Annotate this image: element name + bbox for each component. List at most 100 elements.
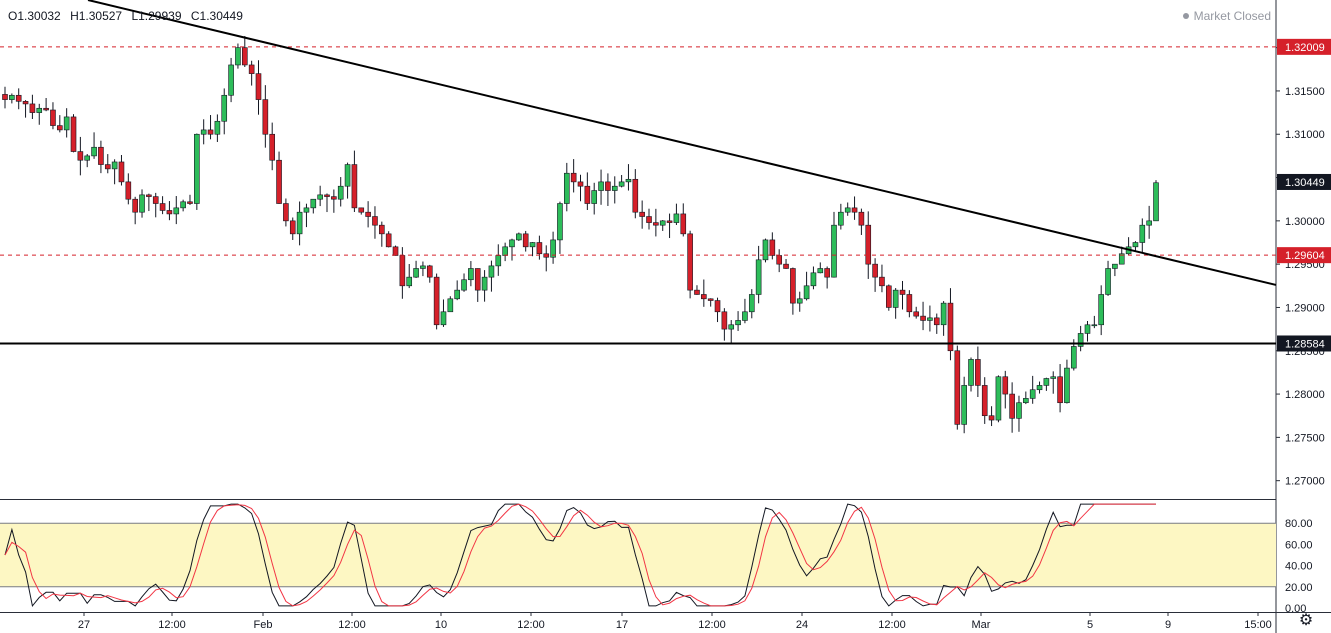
candle-down <box>426 265 433 278</box>
candle-up <box>968 359 974 386</box>
candle-up <box>468 268 474 281</box>
x-tick-label: 5 <box>1087 619 1093 631</box>
candle-down <box>269 133 275 161</box>
candle-down <box>653 222 659 226</box>
candle-up <box>1070 346 1077 369</box>
candle-up <box>557 203 563 241</box>
candle-up <box>831 224 837 278</box>
candle-up <box>461 279 467 291</box>
candle-down <box>707 298 714 301</box>
candle-down <box>1057 376 1063 404</box>
candle-down <box>913 311 920 317</box>
candle-up <box>440 311 447 326</box>
candle-up <box>194 133 200 204</box>
candle-down <box>824 268 830 278</box>
candle-down <box>50 109 56 126</box>
candle-up <box>447 298 454 313</box>
candle-down <box>851 207 858 213</box>
candle-up <box>728 324 735 330</box>
candle-up <box>481 276 488 291</box>
candle-down <box>694 289 700 295</box>
candle-up <box>296 211 303 235</box>
candle-down <box>392 246 399 256</box>
candle-up <box>337 185 344 200</box>
candle-up <box>735 320 741 326</box>
candle-up <box>755 259 762 295</box>
candle-up <box>1112 263 1118 269</box>
candle-up <box>742 311 748 321</box>
candle-down <box>187 201 193 204</box>
y-tick-label: 1.27500 <box>1285 432 1325 444</box>
candle-down <box>365 211 371 217</box>
candle-up <box>454 289 460 300</box>
candle-down <box>790 268 796 304</box>
market-status-text: Market Closed <box>1193 9 1271 23</box>
candle-down <box>132 198 138 213</box>
x-tick-label: Feb <box>254 619 273 631</box>
candle-down <box>605 181 611 191</box>
candle-up <box>838 211 844 226</box>
candle-up <box>1036 385 1043 391</box>
stoch-tick-label: 0.00 <box>1285 603 1306 615</box>
high-value: H1.30527 <box>70 9 123 23</box>
candle-up <box>1132 242 1139 248</box>
candle-up <box>36 107 43 113</box>
x-tick-label: 24 <box>796 619 808 631</box>
candle-up <box>317 194 323 200</box>
candle-down <box>522 233 529 248</box>
candle-up <box>1016 402 1022 419</box>
candle-down <box>981 385 988 417</box>
candle-down <box>906 294 913 313</box>
y-tick-label: 1.27000 <box>1285 476 1325 488</box>
close-value: C1.30449 <box>190 9 243 23</box>
candle-up <box>844 207 851 213</box>
candle-up <box>1139 224 1146 243</box>
candle-down <box>920 315 926 321</box>
candles <box>2 36 1159 434</box>
candle-up <box>618 181 625 187</box>
open-value: O1.30032 <box>8 9 61 23</box>
candle-down <box>262 99 269 135</box>
axis-labels: 1.270001.275001.280001.285001.290001.295… <box>78 38 1331 631</box>
candle-down <box>666 220 673 223</box>
price-label: 1.30449 <box>1285 177 1325 189</box>
candle-down <box>43 107 49 111</box>
candle-down <box>639 211 645 217</box>
candle-up <box>1084 324 1091 334</box>
candle-up <box>516 233 522 241</box>
candle-down <box>947 302 954 352</box>
candle-down <box>159 203 166 211</box>
x-tick-label: Mar <box>972 619 991 631</box>
candle-up <box>1091 324 1098 327</box>
stoch-k-line <box>4 503 1156 608</box>
stoch-tick-label: 80.00 <box>1285 518 1313 530</box>
candle-down <box>858 211 865 226</box>
price-label: 1.32009 <box>1285 42 1325 54</box>
x-tick-label: 12:00 <box>338 619 366 631</box>
price-label: 1.28584 <box>1285 338 1325 350</box>
candle-up <box>995 376 1002 421</box>
candle-down <box>104 164 111 170</box>
candle-up <box>502 246 508 256</box>
candle-up <box>659 220 666 226</box>
stoch-tick-label: 60.00 <box>1285 539 1313 551</box>
candle-down <box>2 94 8 100</box>
candle-down <box>399 255 406 287</box>
candle-up <box>673 213 680 223</box>
candle-down <box>879 276 885 287</box>
x-tick-label: 12:00 <box>158 619 186 631</box>
candle-up <box>9 94 15 100</box>
candle-down <box>433 276 440 326</box>
candle-down <box>769 239 776 256</box>
candle-up <box>1098 294 1104 326</box>
candle-up <box>495 255 502 267</box>
candle-up <box>940 302 947 326</box>
candle-up <box>303 207 310 213</box>
gear-icon[interactable]: ⚙ <box>1298 612 1314 629</box>
x-tick-label: 17 <box>616 619 628 631</box>
candle-down <box>125 181 132 200</box>
candle-up <box>563 172 570 204</box>
candle-down <box>474 268 481 291</box>
candle-up <box>1118 253 1125 265</box>
